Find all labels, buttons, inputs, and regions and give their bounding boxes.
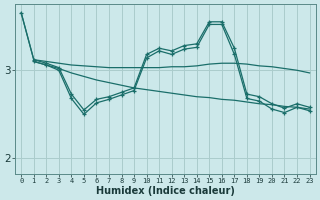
X-axis label: Humidex (Indice chaleur): Humidex (Indice chaleur): [96, 186, 235, 196]
